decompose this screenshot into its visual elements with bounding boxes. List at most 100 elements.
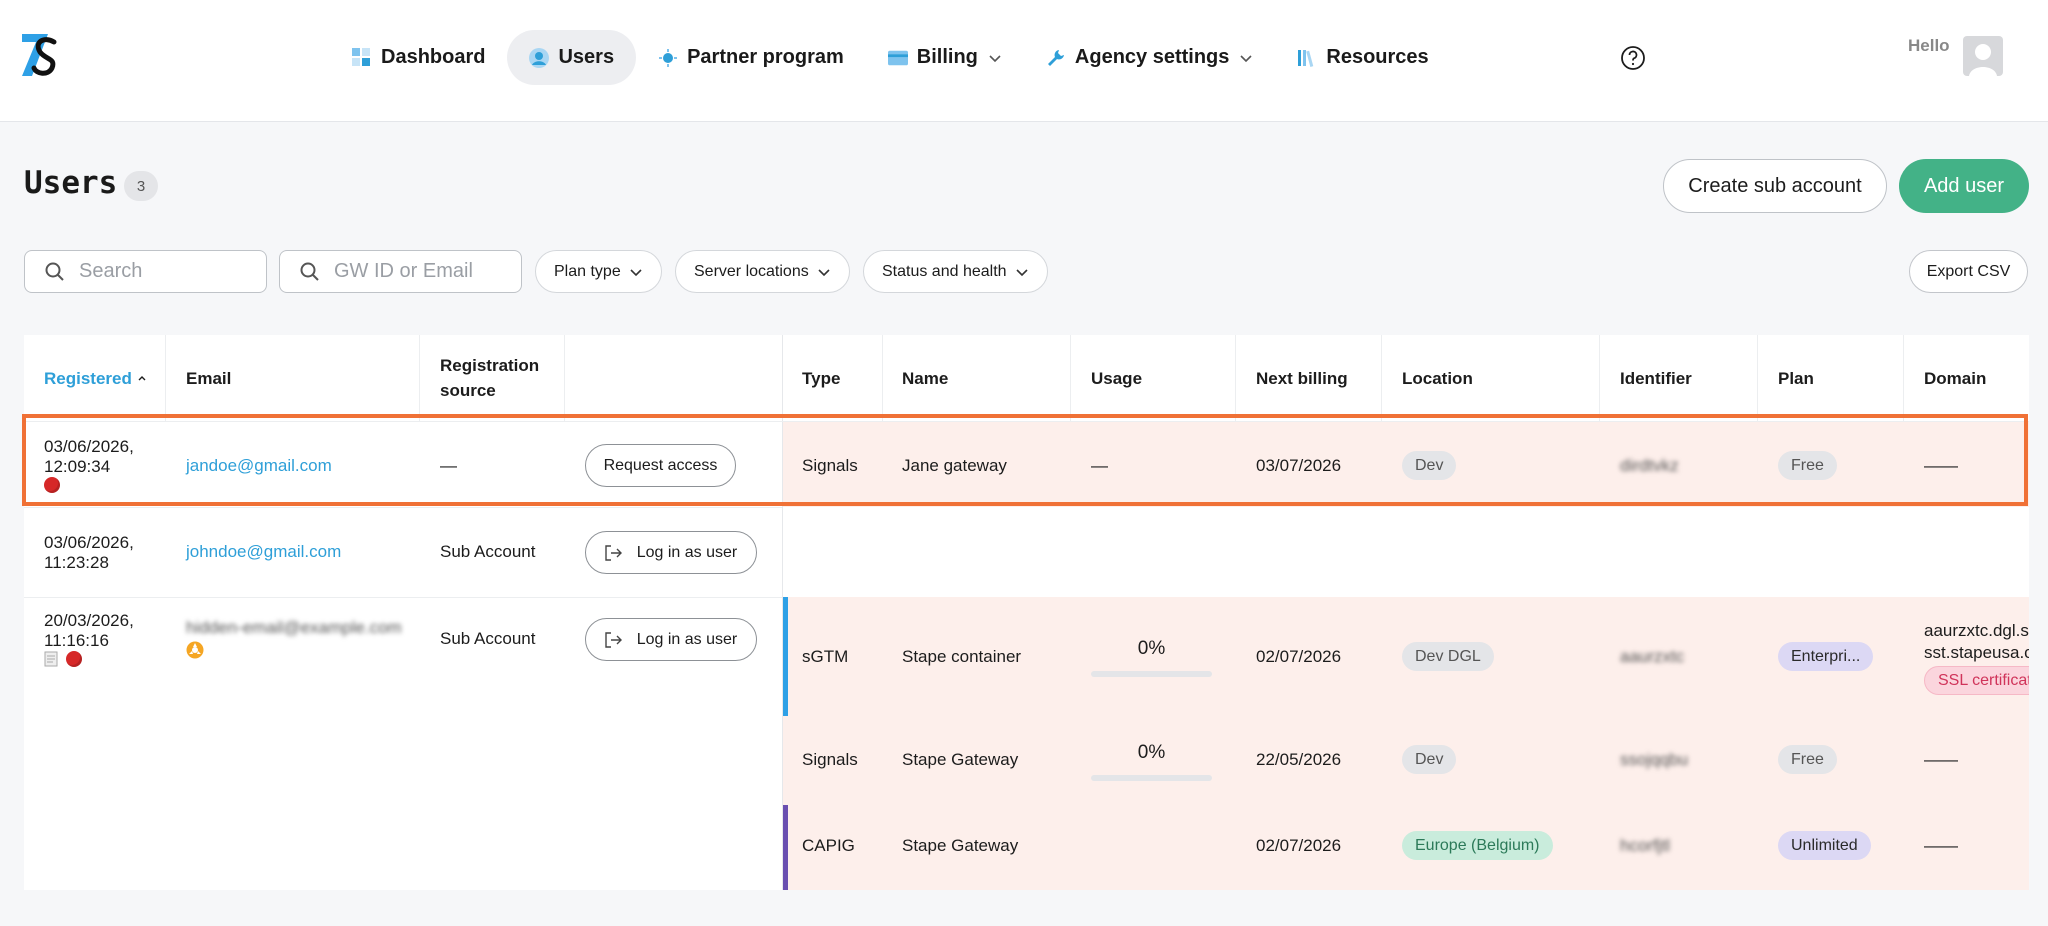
card-icon [887, 48, 908, 68]
stape-logo[interactable] [22, 34, 62, 76]
registration-source: — [440, 456, 457, 475]
top-navigation-bar: Dashboard Users Partner program Billing [0, 0, 2048, 122]
domain-value: aaurzxtc.dgl.st [1924, 621, 2029, 640]
status-health-filter[interactable]: Status and health [863, 250, 1048, 293]
chevron-down-icon [630, 268, 642, 276]
table-split-divider [782, 335, 783, 890]
column-divider [419, 335, 420, 421]
container-name[interactable]: Stape container [902, 647, 1022, 666]
log-in-as-user-button[interactable]: Log in as user [585, 618, 757, 661]
request-access-button[interactable]: Request access [585, 444, 736, 487]
column-divider [1599, 335, 1600, 421]
column-header-plan: Plan [1778, 368, 1814, 388]
usage-progress-bar [1091, 775, 1212, 781]
next-billing-date: 03/07/2026 [1256, 456, 1342, 475]
column-divider [1381, 335, 1382, 421]
registration-source: Sub Account [440, 629, 536, 648]
column-header-identifier: Identifier [1620, 368, 1692, 388]
next-billing-date: 02/07/2026 [1256, 647, 1342, 666]
add-user-button[interactable]: Add user [1899, 159, 2029, 213]
export-csv-button[interactable]: Export CSV [1909, 250, 2028, 293]
capig-accent-bar [783, 805, 788, 890]
help-icon[interactable] [1620, 45, 1646, 71]
search-icon [300, 262, 319, 281]
column-header-registered[interactable]: Registered [44, 335, 148, 421]
location-badge: Dev [1402, 745, 1457, 774]
button-label: Log in as user [636, 543, 738, 561]
container-name[interactable]: Jane gateway [902, 456, 1007, 475]
registered-time: 12:09:34 [44, 457, 111, 476]
location-badge: Dev DGL [1402, 642, 1494, 671]
column-header-name: Name [902, 368, 949, 388]
nav-item-partner-program[interactable]: Partner program [636, 30, 866, 85]
plan-badge: Free [1778, 745, 1837, 774]
usage-percent: 0% [1137, 638, 1166, 659]
column-divider [165, 335, 166, 421]
login-icon [605, 631, 622, 648]
nav-item-billing[interactable]: Billing [866, 30, 1024, 85]
container-name[interactable]: Stape Gateway [902, 836, 1019, 855]
nav-label: Billing [916, 46, 978, 68]
column-header-location: Location [1402, 368, 1473, 388]
sgtm-accent-bar [783, 597, 788, 716]
registered-date: 03/06/2026, [44, 437, 134, 456]
nav-item-resources[interactable]: Resources [1275, 30, 1450, 85]
users-count-badge: 3 [124, 171, 158, 201]
search-input[interactable]: Search [24, 250, 267, 293]
usage-percent: 0% [1137, 742, 1166, 763]
server-locations-filter[interactable]: Server locations [675, 250, 850, 293]
container-usage: — [1091, 456, 1108, 475]
chevron-down-icon [1015, 268, 1028, 276]
ssl-certificate-badge: SSL certificat [1924, 666, 2029, 695]
avatar[interactable] [1963, 36, 2003, 76]
nav-item-agency-settings[interactable]: Agency settings [1024, 30, 1275, 85]
gw-id-email-input[interactable]: GW ID or Email [279, 250, 522, 293]
user-email-link[interactable]: hidden-email@example.com [186, 618, 402, 637]
wrench-icon [1046, 48, 1066, 68]
column-divider [1903, 335, 1904, 421]
registered-date: 20/03/2026, [44, 611, 134, 630]
status-error-icon [66, 651, 82, 667]
column-header-registration-source: Registration source [440, 356, 540, 400]
nav-item-users[interactable]: Users [507, 30, 637, 85]
log-in-as-user-button[interactable]: Log in as user [585, 531, 757, 574]
column-divider [564, 335, 565, 421]
chevron-down-icon [989, 54, 1001, 62]
status-error-icon [44, 477, 60, 493]
nav-item-dashboard[interactable]: Dashboard [330, 30, 507, 85]
column-header-email: Email [186, 368, 232, 388]
chevron-down-icon [1240, 54, 1252, 62]
highlighted-row-outline [22, 414, 2028, 506]
column-divider [1757, 335, 1758, 421]
user-email-link[interactable]: johndoe@gmail.com [186, 542, 342, 561]
container-name[interactable]: Stape Gateway [902, 750, 1019, 769]
plan-type-filter[interactable]: Plan type [535, 250, 662, 293]
next-billing-date: 02/07/2026 [1256, 836, 1342, 855]
user-email-link[interactable]: jandoe@gmail.com [186, 456, 332, 475]
nav-label: Agency settings [1074, 46, 1230, 68]
nav-label: Partner program [687, 46, 844, 68]
login-icon [605, 544, 622, 561]
header-label: Registered [44, 368, 132, 388]
nav-label: Dashboard [381, 46, 486, 68]
create-sub-account-button[interactable]: Create sub account [1663, 159, 1887, 213]
dashboard-icon [352, 47, 372, 68]
users-table: Registered Email Registration source Typ… [24, 335, 2029, 890]
registered-date: 03/06/2026, [44, 533, 134, 552]
document-icon [44, 651, 58, 667]
main-nav: Dashboard Users Partner program Billing [330, 30, 1451, 85]
row-divider [24, 421, 2029, 422]
greeting: Hello [1908, 36, 1950, 55]
identifier-value: dirdtvkz [1620, 456, 1679, 475]
row-divider [24, 597, 782, 598]
container-type: Signals [802, 456, 858, 475]
domain-value: —— [1924, 836, 1958, 855]
nav-label: Resources [1326, 46, 1429, 68]
plan-badge: Unlimited [1778, 831, 1871, 860]
container-type: CAPIG [802, 836, 855, 855]
next-billing-date: 22/05/2026 [1256, 750, 1342, 769]
plan-badge: Enterpri... [1778, 642, 1874, 671]
column-header-domain: Domain [1924, 368, 1987, 388]
location-badge: Europe (Belgium) [1402, 831, 1553, 860]
warning-emoji-icon [186, 641, 204, 659]
